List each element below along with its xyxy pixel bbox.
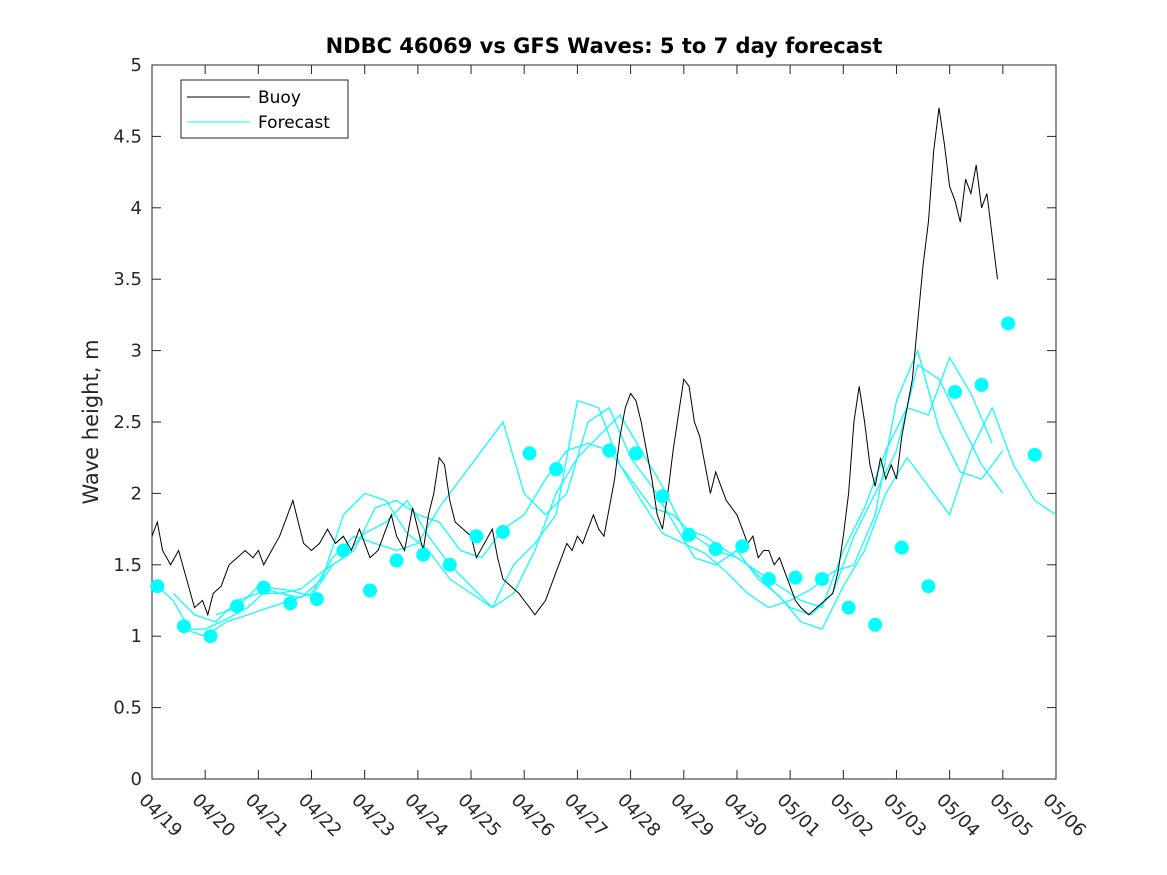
forecast-point [761, 572, 776, 587]
y-tick-label: 1 [131, 626, 142, 647]
forecast-point [203, 629, 218, 644]
y-tick-label: 3 [131, 341, 142, 362]
y-tick-label: 0.5 [113, 698, 142, 719]
forecast-point [682, 527, 697, 542]
x-tick-label: 04/22 [294, 790, 346, 842]
x-tick-label: 05/04 [932, 790, 984, 842]
legend: Buoy Forecast [180, 79, 349, 139]
forecast-point [735, 539, 750, 554]
x-tick-label: 05/01 [773, 790, 825, 842]
x-tick-label: 04/25 [454, 790, 506, 842]
buoy-series [151, 107, 998, 617]
x-tick-label: 04/27 [560, 790, 612, 842]
y-tick-label: 5 [131, 55, 142, 76]
forecast-point [256, 580, 271, 595]
x-tick-label: 04/29 [666, 790, 718, 842]
x-tick-label: 04/19 [134, 790, 186, 842]
forecast-point [788, 570, 803, 585]
legend-buoy-label: Buoy [258, 88, 301, 108]
legend-forecast-label: Forecast [258, 113, 330, 133]
forecast-point [1001, 316, 1016, 331]
forecast-point [815, 572, 830, 587]
forecast-line [172, 363, 1004, 623]
forecast-point [469, 529, 484, 544]
forecast-line [156, 356, 993, 630]
forecast-point [176, 619, 191, 634]
x-tick-label: 05/05 [985, 790, 1037, 842]
x-tick-label: 04/24 [400, 790, 452, 842]
forecast-point [416, 547, 431, 562]
forecast-point [708, 542, 723, 557]
forecast-point [655, 489, 670, 504]
forecast-point [841, 600, 856, 615]
y-axis-label: Wave height, m [79, 339, 103, 504]
chart-title: NDBC 46069 vs GFS Waves: 5 to 7 day fore… [326, 34, 883, 58]
forecast-point [283, 596, 298, 611]
y-tick-label: 2.5 [113, 412, 142, 433]
forecast-point [495, 524, 510, 539]
x-tick-label: 05/02 [826, 790, 878, 842]
forecast-point [974, 377, 989, 392]
forecast-point [628, 446, 643, 461]
forecast-line [183, 406, 1057, 637]
x-tick-label: 04/30 [719, 790, 771, 842]
y-tick-label: 1.5 [113, 555, 142, 576]
forecast-point [150, 579, 165, 594]
forecast-point [894, 540, 909, 555]
forecast-point [363, 583, 378, 598]
x-tick-label: 04/21 [241, 790, 293, 842]
forecast-point [442, 557, 457, 572]
forecast-lines [156, 348, 1057, 637]
x-tick-label: 04/20 [188, 790, 240, 842]
forecast-point [947, 385, 962, 400]
forecast-point [921, 579, 936, 594]
x-tick-label: 05/06 [1038, 790, 1090, 842]
forecast-point [309, 592, 324, 607]
x-tick-label: 04/23 [347, 790, 399, 842]
y-axis: 0 0.5 1 1.5 2 2.5 3 3.5 4 4.5 5 [113, 55, 1056, 790]
forecast-line [215, 348, 1004, 616]
forecast-point [336, 543, 351, 558]
forecast-point [602, 443, 617, 458]
forecast-point [230, 599, 245, 614]
forecast-point [868, 617, 883, 632]
y-tick-label: 4.5 [113, 126, 142, 147]
buoy-line [151, 107, 998, 617]
y-tick-label: 0 [131, 769, 142, 790]
forecast-point [1027, 447, 1042, 462]
forecast-point [549, 462, 564, 477]
forecast-point [522, 446, 537, 461]
y-tick-label: 3.5 [113, 269, 142, 290]
x-tick-label: 05/03 [879, 790, 931, 842]
legend-box [180, 79, 349, 139]
forecast-point [389, 553, 404, 568]
y-tick-label: 4 [131, 198, 142, 219]
x-tick-label: 04/28 [613, 790, 665, 842]
y-tick-label: 2 [131, 483, 142, 504]
x-tick-label: 04/26 [507, 790, 559, 842]
forecast-markers [150, 316, 1042, 644]
